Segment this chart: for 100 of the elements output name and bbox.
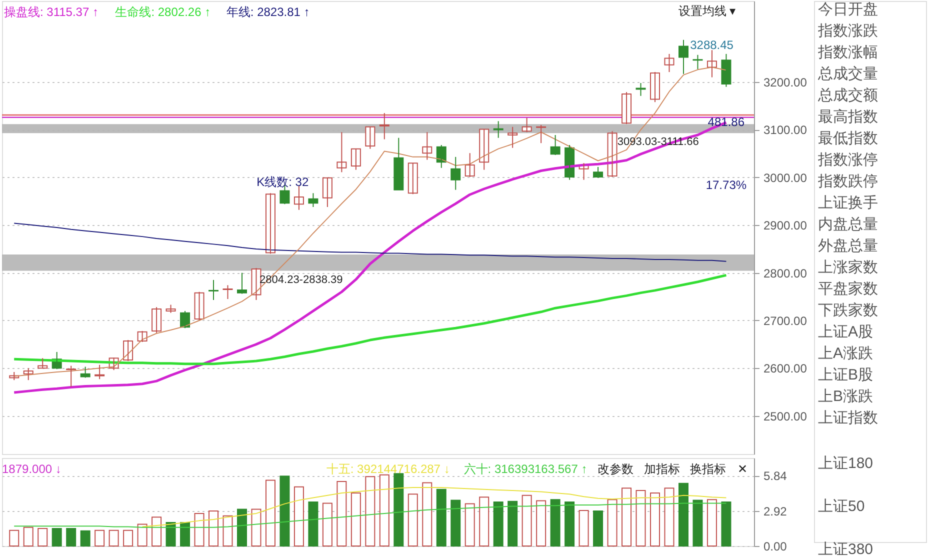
bar [493,502,504,546]
y-tick-label: 2500.00 [764,409,808,424]
text: 上证50 [818,498,865,515]
text: 上证换手 [818,194,878,212]
candlestick [664,53,674,73]
bar [692,500,703,546]
bar [706,499,717,546]
bar [180,522,190,546]
bar [80,530,90,546]
bar [222,515,233,546]
bar [664,488,674,546]
bar [678,482,688,546]
text: 上证指数 [818,410,878,426]
text: 最低指数 [818,130,878,147]
bar [650,492,660,546]
y-tick-label: 5.84 [764,469,788,484]
bar [593,510,604,546]
candlestick [536,124,546,144]
bar [436,488,446,546]
series-label: 十五: 392144716.287 ↓ [326,462,450,476]
bar [564,502,575,546]
text: 上A涨跌 [818,345,874,362]
line-series [14,222,727,262]
text: 指数涨幅 [817,44,878,61]
bar [52,528,62,546]
bar [280,476,290,546]
bar [265,480,276,546]
y-tick-label: 0.00 [764,540,788,554]
bar [9,530,20,546]
candlestick [464,152,475,178]
candlestick [678,39,688,74]
text: 上证B股 [818,366,874,384]
y-tick-label: 3200.00 [764,76,808,90]
bar [336,481,347,546]
annotation: 加指标 [644,462,680,476]
candlestick [80,366,90,378]
text: 内盘总量 [818,216,878,233]
bar [479,496,490,546]
bar [236,508,247,546]
y-tick-label: 3100.00 [764,123,808,138]
bar [721,502,732,546]
line-series [14,502,727,528]
text: 外盘总量 [818,238,878,254]
candlestick [336,132,347,173]
line-series [142,487,727,528]
candlestick [622,92,632,125]
candlestick [66,365,76,388]
bar [636,490,646,546]
annotation: 3288.45 [690,38,734,52]
bar [536,500,546,546]
text: 上证A股 [818,324,874,340]
bar [322,502,332,546]
candlestick [236,272,247,294]
candlestick [408,162,418,195]
text: 上证380 [818,541,874,558]
text: 指数涨停 [817,152,878,168]
text: 总成交量 [817,66,878,82]
text: 生命线: 2802.26 ↑ [115,5,211,19]
bar [23,526,34,546]
candlestick [208,279,219,300]
bar [94,530,105,546]
y-tick-label: 2600.00 [764,362,808,376]
y-tick-label: 2.92 [764,504,788,518]
candlestick [450,156,461,190]
text: 上涨家数 [818,259,878,276]
annotation: 改参数 [598,462,634,476]
bar [508,500,518,546]
text: 平盘家数 [818,280,878,298]
bar [166,522,176,546]
annotation: K线数: 32 [256,175,309,189]
text: 最高指数 [818,108,878,126]
bar [550,499,560,546]
candlestick [394,137,404,190]
bar [294,486,304,546]
text: 下跌家数 [818,302,878,319]
bar [464,503,475,546]
bar [123,530,134,546]
bar [365,476,376,546]
candlestick [222,284,233,300]
text: 操盘线: 3115.37 ↑ [4,5,98,19]
candlestick [322,177,332,208]
candlestick [379,112,390,140]
bar [379,474,390,546]
bar [208,510,219,546]
candlestick [166,304,176,314]
candlestick [692,54,703,70]
annotation: 换指标 [690,462,726,476]
text: ✕ [737,462,748,476]
bar [622,488,632,546]
y-tick-label: 2800.00 [764,266,808,280]
bar [66,528,76,546]
y-tick-label: 2900.00 [764,218,808,233]
candlestick [650,72,660,103]
candlestick [593,166,604,178]
text: 指数涨跌 [817,22,878,40]
bar [408,494,418,546]
candlestick [152,306,162,334]
candlestick [350,148,361,170]
text: 年线: 2823.81 ↑ [226,5,310,19]
bar [350,492,361,546]
